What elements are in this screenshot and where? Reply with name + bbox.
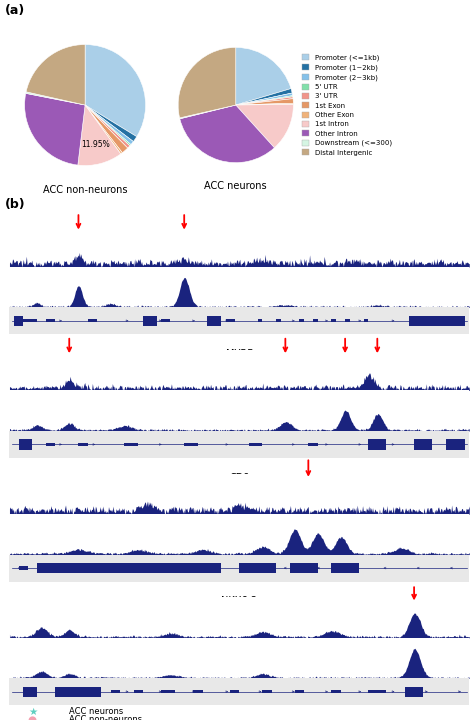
Wedge shape (236, 103, 293, 105)
Wedge shape (236, 96, 293, 105)
Bar (134, 690, 143, 693)
Bar (161, 690, 175, 693)
Bar (258, 319, 263, 323)
Bar (294, 690, 304, 693)
Text: ACC neurons: ACC neurons (69, 708, 124, 716)
Wedge shape (78, 105, 121, 166)
Wedge shape (85, 105, 133, 145)
Bar (55, 687, 101, 697)
Bar (46, 319, 55, 323)
Bar (405, 687, 423, 697)
Wedge shape (236, 104, 293, 148)
Wedge shape (85, 105, 128, 153)
Bar (345, 319, 350, 323)
Bar (308, 443, 318, 446)
Text: ACC non-neurons: ACC non-neurons (69, 715, 142, 720)
Bar (410, 315, 465, 326)
Bar (313, 319, 318, 323)
Wedge shape (180, 105, 236, 119)
Wedge shape (178, 48, 236, 118)
Wedge shape (85, 45, 146, 137)
Bar (64, 567, 78, 570)
Bar (263, 690, 272, 693)
Wedge shape (85, 105, 122, 154)
Bar (78, 443, 88, 446)
Wedge shape (85, 105, 131, 145)
Bar (37, 563, 221, 573)
Bar (193, 690, 202, 693)
Text: ★: ★ (28, 708, 37, 717)
Bar (230, 690, 239, 693)
Bar (23, 687, 37, 697)
Bar (124, 443, 138, 446)
Wedge shape (85, 105, 137, 142)
Wedge shape (180, 105, 274, 163)
Text: NKX6-2: NKX6-2 (221, 596, 257, 606)
Text: CD9: CD9 (229, 473, 250, 482)
Bar (276, 319, 281, 323)
Bar (143, 315, 156, 326)
Text: MYRF: MYRF (226, 349, 253, 359)
Bar (414, 439, 432, 449)
Text: (b): (b) (5, 198, 26, 211)
Text: (a): (a) (5, 4, 25, 17)
Bar (88, 319, 97, 323)
Wedge shape (236, 48, 291, 105)
Bar (184, 443, 198, 446)
Wedge shape (236, 99, 293, 105)
Bar (226, 319, 235, 323)
Bar (110, 690, 120, 693)
Bar (290, 563, 318, 573)
Bar (161, 319, 170, 323)
Bar (331, 319, 336, 323)
Bar (299, 319, 304, 323)
Wedge shape (26, 45, 85, 105)
Text: 11.95%: 11.95% (81, 140, 109, 149)
X-axis label: ACC neurons: ACC neurons (204, 181, 267, 192)
Wedge shape (236, 89, 292, 105)
Bar (446, 439, 465, 449)
Wedge shape (236, 96, 293, 105)
Wedge shape (236, 93, 292, 105)
Bar (239, 563, 276, 573)
Bar (46, 443, 55, 446)
Text: ●: ● (28, 715, 37, 720)
Bar (14, 315, 23, 326)
Bar (248, 443, 262, 446)
Bar (207, 315, 221, 326)
Bar (377, 443, 386, 446)
Wedge shape (85, 105, 130, 148)
Bar (18, 439, 32, 449)
Legend: Promoter (<=1kb), Promoter (1~2kb), Promoter (2~3kb), 5' UTR, 3' UTR, 1st Exon, : Promoter (<=1kb), Promoter (1~2kb), Prom… (301, 54, 392, 156)
Bar (368, 690, 386, 693)
Bar (331, 690, 340, 693)
Bar (331, 563, 359, 573)
Wedge shape (25, 94, 85, 165)
Bar (368, 439, 386, 449)
Bar (423, 443, 432, 446)
Bar (18, 567, 28, 570)
X-axis label: ACC non-neurons: ACC non-neurons (43, 185, 128, 195)
Bar (23, 319, 37, 323)
Wedge shape (26, 92, 85, 105)
Bar (364, 319, 368, 323)
